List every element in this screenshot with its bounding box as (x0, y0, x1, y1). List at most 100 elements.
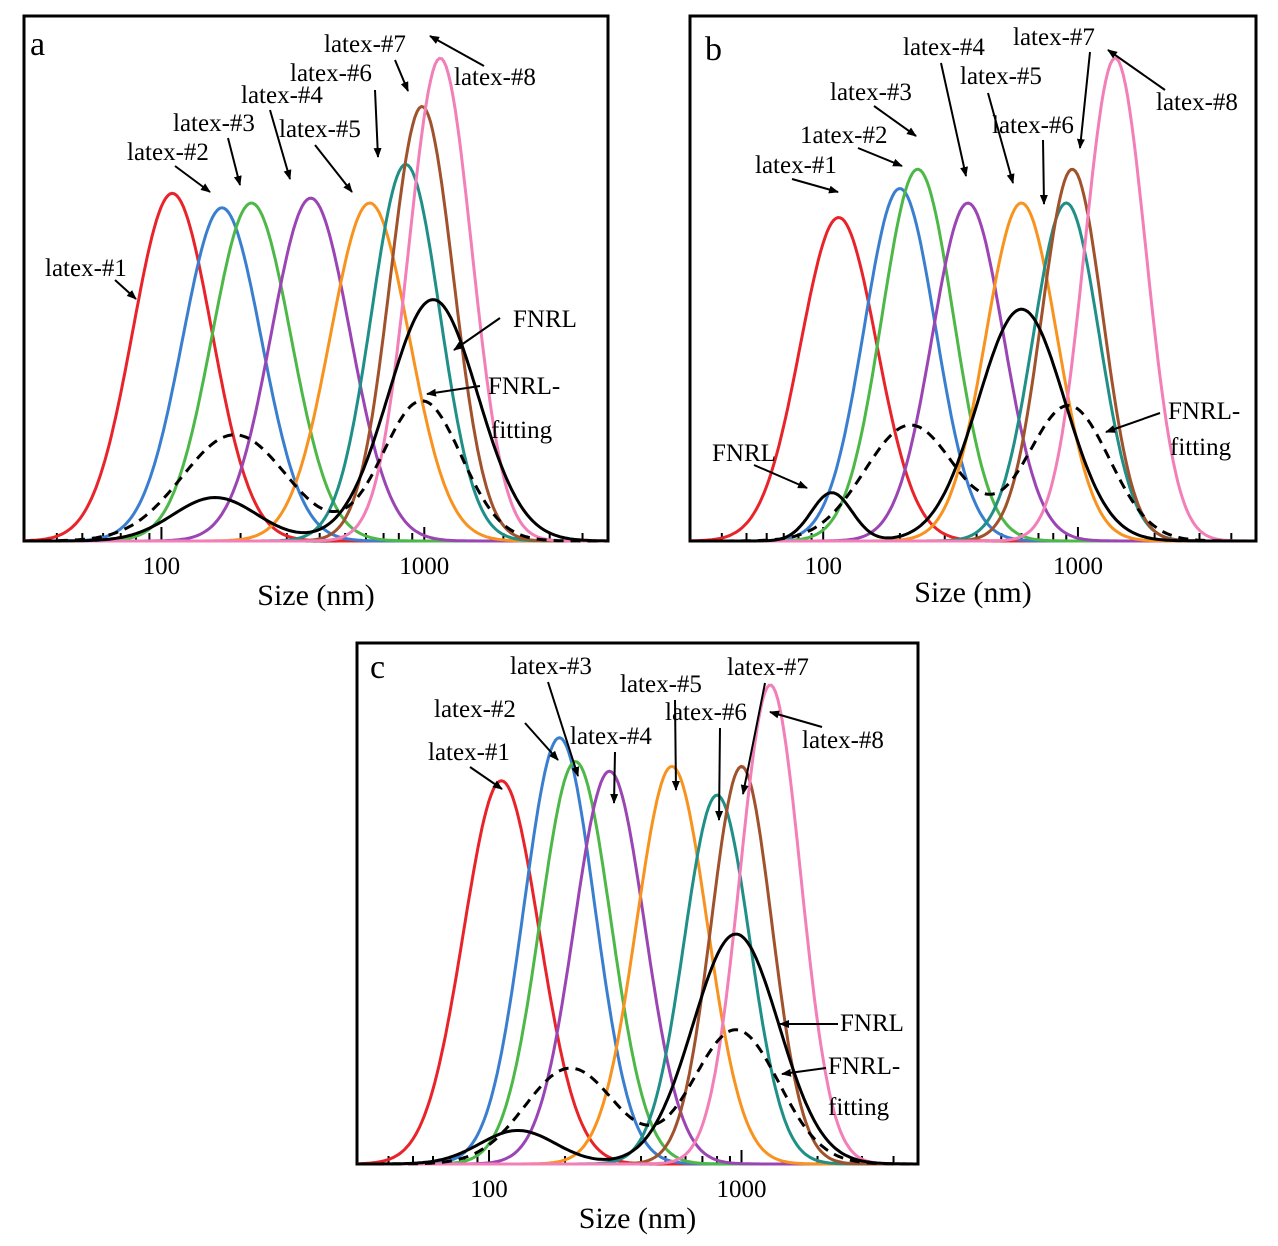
annotation-label: latex-#6 (290, 60, 372, 87)
panel-letter: b (705, 31, 722, 68)
series-latex-4 (24, 196, 608, 543)
annotation-label: latex-#3 (173, 110, 255, 137)
annotation-label: latex-#1 (428, 739, 510, 766)
annotation-label: latex-#3 (830, 79, 912, 106)
annotation-arrow (524, 722, 559, 761)
annotation-arrow (453, 317, 501, 351)
annotation-arrow (1107, 49, 1166, 91)
annotation-label: latex-#2 (434, 696, 516, 723)
annotation-label: FNRL- (828, 1053, 900, 1080)
annotation-arrow (1039, 139, 1048, 205)
annotation-arrow (174, 165, 211, 193)
x-tick-label: 1000 (1053, 553, 1103, 580)
x-tick-label: 100 (470, 1176, 508, 1203)
series-latex-4 (690, 201, 1256, 543)
annotation-arrow (671, 699, 680, 791)
panel-letter: c (370, 649, 385, 686)
annotation-arrow (740, 682, 766, 795)
series-latex-1 (690, 215, 1256, 543)
annotation-arrow (715, 727, 724, 821)
annotation-label: latex-#7 (1013, 24, 1095, 51)
annotation-label: latex-#8 (802, 727, 884, 754)
annotation-arrow (429, 35, 485, 67)
annotation-arrow (547, 681, 580, 777)
series-latex-6 (24, 162, 608, 543)
annotation-arrow (469, 766, 503, 790)
annotation-label: latex-#8 (454, 64, 536, 91)
x-axis-title: Size (nm) (579, 1202, 696, 1235)
annotation-label: latex-#4 (570, 723, 652, 750)
annotation-arrow (1076, 51, 1091, 149)
series-fnrl (357, 932, 918, 1166)
x-tick-label: 100 (804, 553, 842, 580)
series-fnrl-fitting (690, 403, 1256, 543)
annotation-label: FNRL (513, 306, 577, 333)
annotation-label: latex-#5 (620, 671, 702, 698)
annotation-label: latex-#1 (45, 255, 127, 282)
series-latex-1 (23, 191, 608, 543)
series-latex-5 (24, 201, 608, 543)
annotation-label: latex-#4 (903, 34, 985, 61)
annotation-arrow (114, 279, 137, 300)
annotation-arrow (610, 751, 619, 804)
annotation-label: latex-#6 (992, 112, 1074, 139)
annotation-label: latex-#1 (755, 152, 837, 179)
annotation-arrow (373, 89, 382, 158)
annotation-arrow (1105, 412, 1161, 433)
series-fnrl-fitting (24, 399, 608, 543)
annotation-arrow (791, 178, 839, 194)
series-group (357, 683, 918, 1166)
annotation-label: latex-#5 (960, 63, 1042, 90)
annotation-arrow (857, 147, 903, 167)
series-fnrl-fitting (357, 1028, 918, 1166)
annotation-label: fitting (828, 1094, 890, 1121)
annotation-label: latex-#2 (127, 139, 209, 166)
panel-letter: a (30, 26, 45, 63)
annotation-label: FNRL- (488, 373, 560, 400)
annotation-label: latex-#4 (241, 82, 323, 109)
annotation-label: FNRL (840, 1010, 904, 1037)
series-latex-8 (690, 56, 1256, 543)
annotation-label: latex-#7 (727, 654, 809, 681)
series-latex-3 (24, 201, 608, 543)
series-group (690, 56, 1256, 543)
annotations: latex-#1 latex-#2 latex-#3 latex-#4 latex-#5… (428, 653, 904, 1121)
annotation-arrow (987, 92, 1015, 184)
annotation-label: latex-#3 (510, 653, 592, 680)
annotation-arrow (394, 59, 409, 92)
annotation-label: latex-#8 (1156, 89, 1238, 116)
annotation-arrow (781, 1067, 827, 1077)
annotation-label: latex-#5 (279, 116, 361, 143)
annotation-arrow (769, 710, 823, 728)
annotation-label: 1atex-#2 (800, 122, 887, 149)
annotation-label: latex-#7 (324, 31, 406, 58)
annotation-arrow (426, 385, 481, 397)
series-group (23, 56, 608, 543)
annotation-label: fitting (491, 417, 553, 444)
annotation-label: FNRL (712, 440, 776, 467)
series-latex-5 (690, 201, 1256, 543)
series-fnrl (24, 298, 608, 543)
annotation-arrow (873, 105, 917, 137)
annotation-label: latex-#6 (665, 699, 747, 726)
series-latex-6 (690, 201, 1256, 543)
series-latex-8 (24, 56, 608, 543)
annotation-arrow (753, 464, 808, 489)
annotation-label: fitting (1170, 434, 1232, 461)
annotation-arrow (314, 144, 353, 193)
annotations: latex-#1 1atex-#2 latex-#3 latex-#4latex-#5… (712, 24, 1240, 489)
annotation-arrow (227, 137, 242, 186)
x-axis-title: Size (nm) (257, 579, 374, 612)
x-tick-label: 1000 (717, 1176, 767, 1203)
annotation-arrow (940, 62, 968, 177)
annotation-label: FNRL- (1168, 398, 1240, 425)
x-tick-label: 100 (143, 553, 181, 580)
x-axis-title: Size (nm) (914, 576, 1031, 609)
x-tick-label: 1000 (399, 553, 449, 580)
annotation-arrow (269, 109, 292, 180)
